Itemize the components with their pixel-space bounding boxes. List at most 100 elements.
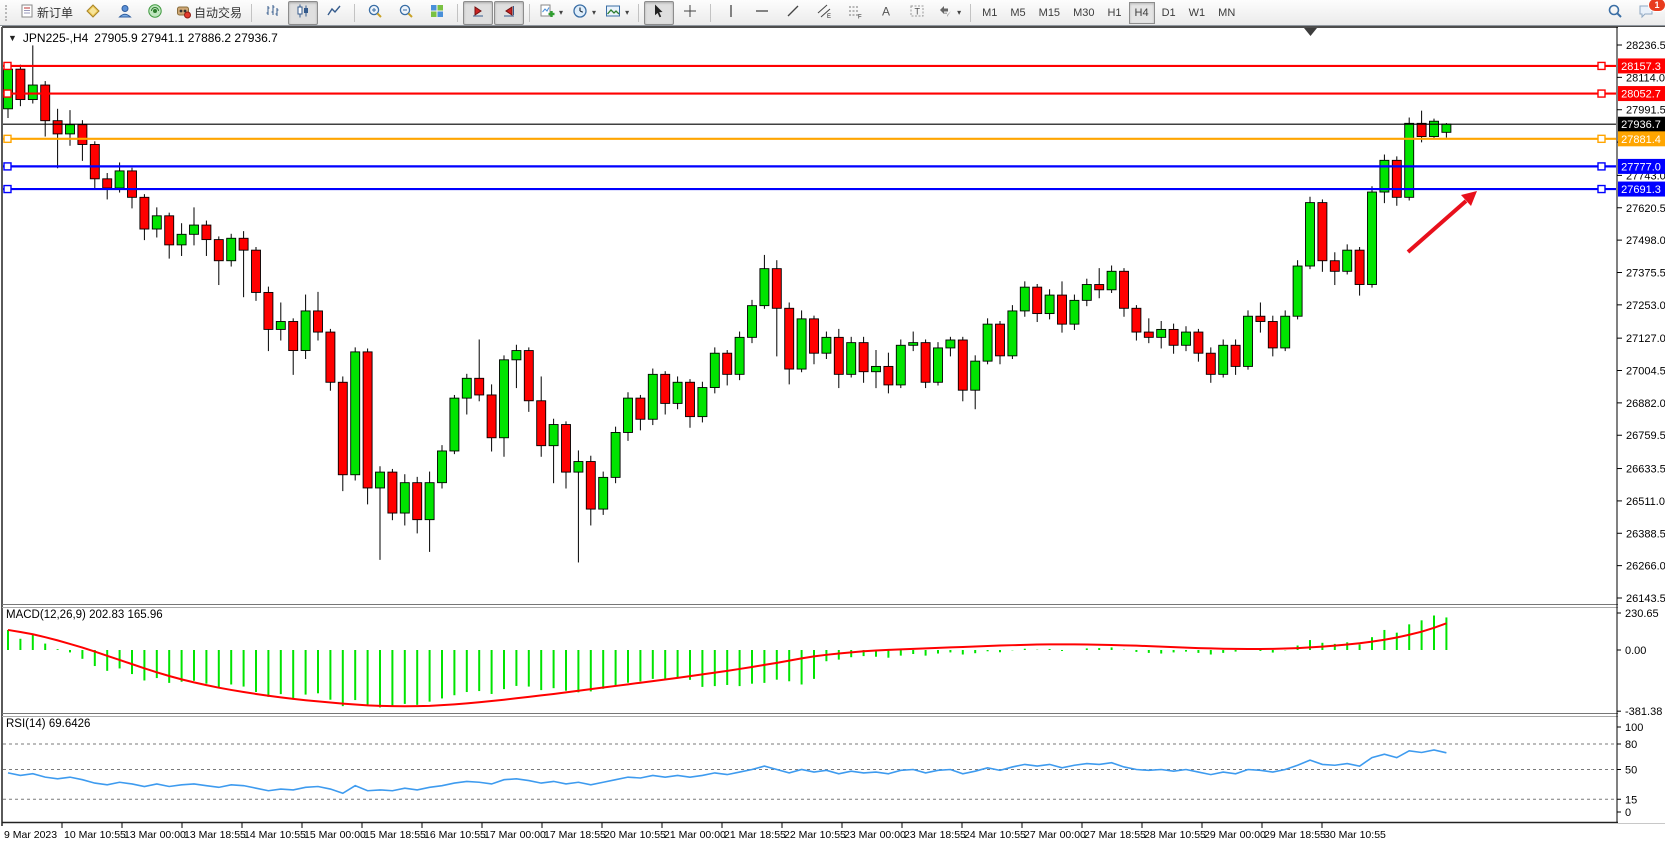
svg-text:F: F (858, 15, 862, 20)
svg-text:26759.5: 26759.5 (1626, 430, 1665, 442)
trendline-tool-button[interactable] (778, 1, 808, 25)
svg-text:0.00: 0.00 (1625, 645, 1646, 657)
rsi-level-lines (3, 743, 1616, 800)
broadcast-icon (147, 3, 163, 22)
pane-borders (0, 26, 1665, 845)
svg-text:16 Mar 10:55: 16 Mar 10:55 (424, 829, 486, 841)
new-chart-icon (539, 3, 555, 22)
text-a-icon: A (878, 3, 894, 22)
svg-text:21 Mar 18:55: 21 Mar 18:55 (724, 829, 786, 841)
svg-text:27691.3: 27691.3 (1621, 184, 1661, 196)
template-image-icon (605, 3, 621, 22)
macd-signal-value: 165.96 (127, 609, 163, 621)
tf-m1-button[interactable]: M1 (982, 6, 998, 19)
svg-text:10 Mar 10:55: 10 Mar 10:55 (64, 829, 126, 841)
dropdown-arrow-icon: ▾ (559, 8, 564, 17)
tf-h1-button[interactable]: H1 (1107, 6, 1122, 19)
svg-text:0: 0 (1625, 807, 1631, 819)
text-tool-button[interactable]: A (871, 1, 901, 25)
search-button[interactable] (1600, 1, 1630, 25)
svg-text:22 Mar 10:55: 22 Mar 10:55 (784, 829, 846, 841)
svg-text:A: A (882, 5, 890, 19)
arrows-tool-button[interactable]: ▾ (933, 1, 965, 25)
svg-text:26143.5: 26143.5 (1626, 593, 1665, 605)
vertical-line-icon (723, 3, 739, 22)
annotations (1304, 28, 1477, 254)
svg-text:28052.7: 28052.7 (1621, 89, 1661, 101)
toolbar-separator (457, 3, 459, 22)
svg-text:E: E (827, 14, 831, 19)
trendline-icon (785, 3, 801, 22)
svg-text:27127.0: 27127.0 (1626, 333, 1665, 345)
zoom-in-button[interactable] (360, 1, 390, 25)
templates-button[interactable]: ▾ (601, 1, 633, 25)
dropdown-arrow-icon: ▾ (625, 8, 630, 17)
crosshair-button[interactable] (675, 1, 705, 25)
dropdown-arrow-icon: ▾ (592, 8, 597, 17)
tf-m30-button[interactable]: M30 (1073, 6, 1095, 19)
tf-m15-button[interactable]: M15 (1038, 6, 1061, 19)
period-button[interactable]: ▾ (568, 1, 600, 25)
chart-shift-button[interactable] (494, 0, 525, 25)
gold-diamond-icon (85, 3, 101, 22)
macd-name: MACD(12,26,9) (6, 609, 86, 621)
svg-text:50: 50 (1625, 765, 1637, 777)
svg-text:28157.3: 28157.3 (1621, 61, 1661, 73)
community-button[interactable] (109, 1, 139, 25)
price-axis[interactable]: 28236.528114.027991.527869.027743.027620… (1616, 27, 1665, 823)
cursor-button[interactable] (644, 0, 675, 25)
tf-h4-button[interactable]: H4 (1128, 1, 1155, 24)
new-chart-button[interactable]: ▾ (535, 1, 567, 25)
svg-text:27991.5: 27991.5 (1626, 105, 1665, 117)
svg-text:27375.5: 27375.5 (1626, 267, 1665, 279)
toolbar-separator (251, 3, 253, 22)
svg-text:15 Mar 00:00: 15 Mar 00:00 (304, 829, 366, 841)
svg-text:28 Mar 10:55: 28 Mar 10:55 (1144, 829, 1206, 841)
tile-windows-button[interactable] (422, 1, 452, 25)
tf-m5-button[interactable]: M5 (1010, 6, 1026, 19)
fibonacci-icon: F (847, 3, 863, 22)
line-chart-mode-button[interactable] (319, 1, 349, 25)
svg-text:28236.5: 28236.5 (1626, 40, 1665, 52)
toolbar-separator (970, 3, 972, 22)
bar-chart-mode-button[interactable] (257, 1, 287, 25)
tf-d1-button[interactable]: D1 (1161, 6, 1176, 19)
text-label-tool-button[interactable]: T (902, 1, 932, 25)
toolbar-separator (710, 3, 712, 22)
fibonacci-tool-button[interactable]: F (840, 1, 870, 25)
tf-w1-button[interactable]: W1 (1188, 6, 1206, 19)
toolbar-grip[interactable] (5, 4, 12, 21)
rsi-value: 69.6426 (48, 718, 91, 730)
broadcast-button[interactable] (140, 1, 170, 25)
svg-text:29 Mar 00:00: 29 Mar 00:00 (1204, 829, 1266, 841)
svg-text:27 Mar 00:00: 27 Mar 00:00 (1024, 829, 1086, 841)
svg-text:-381.38: -381.38 (1625, 706, 1662, 718)
candlestick-mode-button[interactable] (288, 0, 319, 25)
market-depth-button[interactable] (78, 1, 108, 25)
svg-text:14 Mar 10:55: 14 Mar 10:55 (244, 829, 306, 841)
zoom-out-button[interactable] (391, 1, 421, 25)
equidistant-channel-icon: E (816, 3, 832, 22)
chart-dropdown-icon[interactable]: ▼ (8, 33, 17, 43)
svg-text:23 Mar 18:55: 23 Mar 18:55 (904, 829, 966, 841)
chart-ohlc-values: 27905.9 27941.1 27886.2 27936.7 (94, 31, 278, 45)
auto-scroll-icon (470, 3, 486, 22)
vertical-line-tool-button[interactable] (716, 1, 746, 25)
autotrade-label: 自动交易 (194, 6, 243, 20)
auto-scroll-button[interactable] (463, 0, 494, 25)
autotrade-button[interactable]: 自动交易 (171, 1, 246, 25)
chart-symbol: JPN225-,H4 (22, 31, 89, 45)
macd-indicator-label: MACD(12,26,9) 202.83 165.96 (6, 609, 163, 621)
horizontal-line-tool-button[interactable] (747, 1, 777, 25)
person-icon (116, 3, 132, 22)
chat-button[interactable]: 1 (1631, 0, 1665, 25)
search-icon (1607, 3, 1623, 22)
tf-mn-button[interactable]: MN (1218, 6, 1236, 19)
channel-tool-button[interactable]: E (809, 1, 839, 25)
svg-text:27936.7: 27936.7 (1621, 119, 1661, 131)
rsi-indicator-label: RSI(14) 69.6426 (6, 718, 90, 730)
new-order-button[interactable]: 新订单 (16, 1, 77, 25)
cursor-arrow-icon (651, 3, 667, 22)
